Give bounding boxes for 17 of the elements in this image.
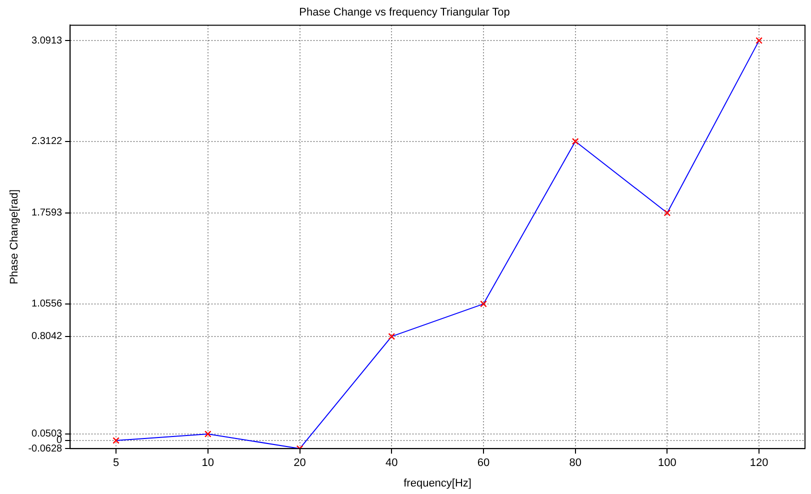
y-axis-title: Phase Change[rad]: [8, 190, 21, 284]
x-tick-label: 100: [658, 457, 676, 470]
y-tick-label: 2.3122: [32, 136, 63, 148]
y-tick-label: 0.8042: [32, 331, 63, 342]
x-axis-title: frequency[Hz]: [404, 477, 472, 490]
x-tick-label: 5: [112, 457, 120, 470]
y-tick-label: 1.7593: [32, 208, 63, 219]
x-tick-label: 80: [569, 457, 582, 470]
x-tick-label: 120: [750, 457, 768, 470]
y-tick-label: 1.0556: [32, 298, 63, 310]
x-tick-label: 40: [386, 457, 398, 470]
x-tick-label: 60: [477, 457, 490, 470]
x-tick-label: 10: [202, 457, 214, 470]
chart-title: Phase Change vs frequency Triangular Top: [299, 6, 510, 19]
y-tick-label: 3.0913: [32, 35, 63, 46]
y-tick-label: -0.0628: [28, 443, 63, 454]
x-tick-label: 20: [294, 457, 306, 470]
